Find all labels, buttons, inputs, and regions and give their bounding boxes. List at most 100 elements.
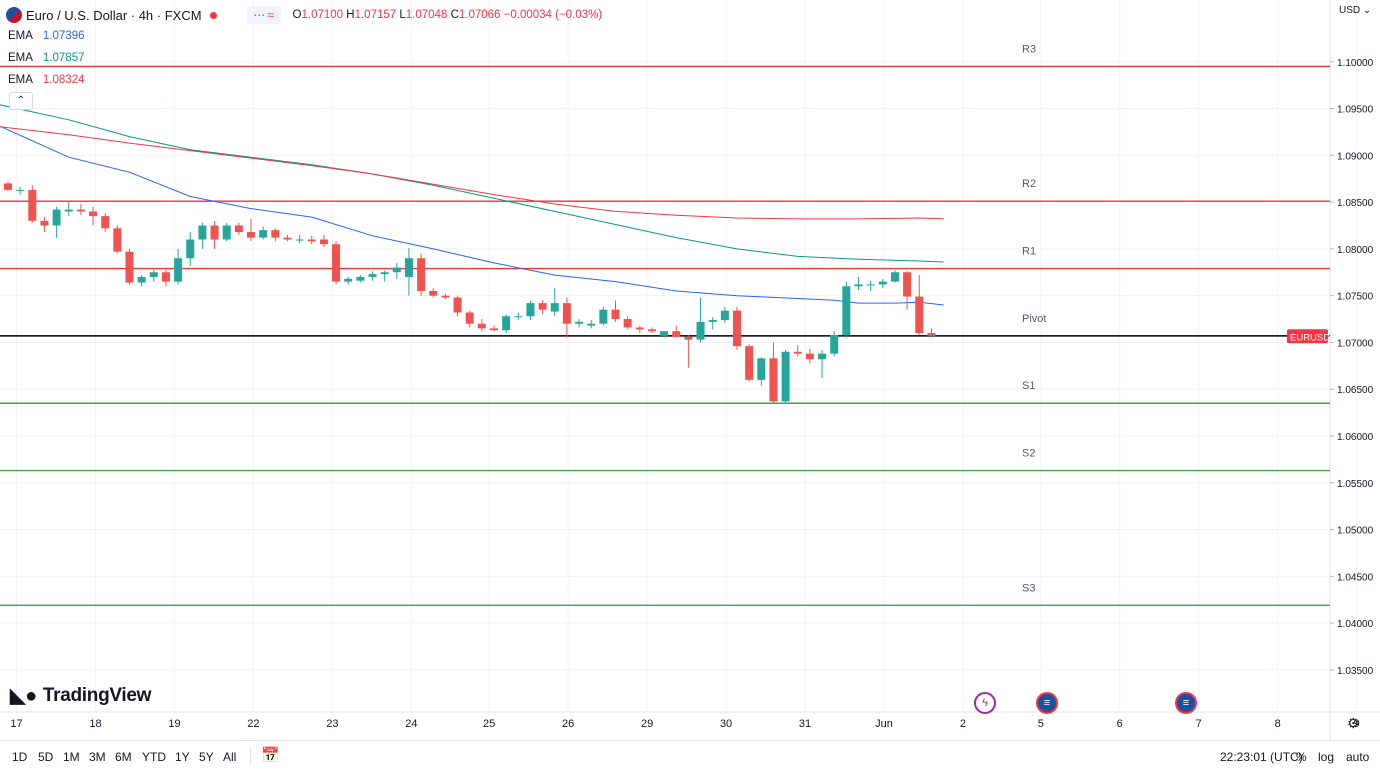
candle-body (781, 351, 790, 402)
candle-body (550, 303, 559, 312)
candle-body (878, 281, 887, 285)
candle-body (793, 351, 802, 354)
candle-body (818, 353, 827, 360)
timeframe-1m[interactable]: 1M (63, 750, 80, 764)
candle-body (356, 276, 365, 281)
timeframe-5y[interactable]: 5Y (199, 750, 214, 764)
timeframe-5d[interactable]: 5D (38, 750, 54, 764)
candle-body (927, 333, 936, 336)
collapse-legend-button[interactable]: ⌃ (9, 92, 33, 110)
candle-body (40, 220, 49, 226)
candle-body (174, 258, 183, 282)
utc-clock[interactable]: 22:23:01 (UTC) (1220, 750, 1303, 764)
candle-body (137, 276, 146, 283)
symbol-flag-icon (6, 7, 22, 23)
toolbar-divider (250, 747, 251, 765)
ema-line-1 (0, 125, 944, 306)
percent-toggle[interactable]: % (1296, 750, 1307, 764)
candle-body (915, 296, 924, 334)
ema-lines (0, 104, 944, 306)
candle-body (866, 284, 875, 286)
log-toggle[interactable]: log (1318, 750, 1335, 764)
candle-body (660, 331, 669, 336)
time-tick-label: 5 (1038, 718, 1044, 730)
candle-body (890, 272, 899, 282)
timeframe-all[interactable]: All (223, 750, 237, 764)
currency-selector[interactable]: USD ⌄ (1339, 5, 1372, 16)
level-label-s2: S2 (1022, 448, 1035, 460)
time-tick-label: 18 (89, 718, 101, 730)
candle-body (368, 274, 377, 277)
settings-gear-icon[interactable]: ⚙ (1347, 715, 1360, 731)
price-tick-label: 1.05500 (1337, 479, 1374, 490)
compare-button[interactable]: ⋯ ≈ (246, 6, 281, 24)
ema-legend-1[interactable]: EMA 1.07396 (8, 30, 85, 42)
price-tick-label: 1.03500 (1337, 666, 1374, 677)
price-tick-label: 1.06500 (1337, 385, 1374, 396)
candle-body (271, 230, 280, 238)
level-label-pivot: Pivot (1022, 313, 1046, 325)
candle-body (28, 189, 37, 221)
candle-body (733, 310, 741, 347)
price-tick-label: 1.04500 (1337, 572, 1374, 583)
candle-body (538, 303, 547, 310)
candle-body (234, 225, 243, 233)
time-axis: 17 18 19 22 23 24 25 26 29 30 31 Jun 2 5 6 7 8 9 (10, 718, 1359, 730)
time-tick-label: 24 (405, 718, 417, 730)
time-tick-label: 19 (168, 718, 180, 730)
candle-body (477, 323, 486, 329)
time-tick-label: 2 (960, 718, 966, 730)
time-tick-label: 25 (483, 718, 495, 730)
ohlc-values: O1.07100 H1.07157 L1.07048 C1.07066 −0.0… (292, 9, 603, 21)
price-tick-label: 1.08500 (1337, 198, 1374, 209)
time-tick-label: 29 (641, 718, 653, 730)
price-tick-label: 1.09000 (1337, 151, 1374, 162)
candle-body (757, 358, 766, 380)
ema-legend-3[interactable]: EMA 1.08324 (8, 74, 85, 86)
timeframe-1y[interactable]: 1Y (175, 750, 190, 764)
candle-body (587, 323, 596, 326)
candle-body (283, 237, 292, 240)
us-flag-event-icon[interactable]: ≡ (1175, 692, 1197, 714)
candle-body (319, 239, 328, 245)
current-price-tag-label: EURUSD (1290, 332, 1330, 343)
candle-body (745, 346, 754, 380)
time-tick-label: Jun (875, 718, 893, 730)
time-tick-label: 6 (1117, 718, 1123, 730)
candle-body (769, 358, 778, 402)
candle-body (210, 225, 219, 240)
candle-body (307, 239, 316, 242)
ema-line-3 (0, 126, 944, 220)
candle-body (684, 336, 693, 340)
ema-legend-2[interactable]: EMA 1.07857 (8, 52, 85, 64)
market-status-icon (209, 11, 217, 19)
time-tick-label: 7 (1196, 718, 1202, 730)
calendar-icon[interactable]: 📅 (261, 747, 280, 764)
dividend-event-icon[interactable]: ϟ (974, 692, 996, 714)
candle-body (76, 209, 85, 212)
candle-body (404, 258, 413, 277)
level-label-s1: S1 (1022, 380, 1035, 392)
timeframe-1d[interactable]: 1D (12, 750, 28, 764)
candle-body (52, 209, 61, 226)
candle-body (599, 309, 608, 324)
timeframe-ytd[interactable]: YTD (142, 750, 166, 764)
timeframe-6m[interactable]: 6M (115, 750, 132, 764)
candle-body (101, 216, 110, 229)
time-tick-label: 9 (1354, 718, 1360, 730)
candle-body (647, 329, 656, 332)
timeframe-3m[interactable]: 3M (89, 750, 106, 764)
symbol-title[interactable]: Euro / U.S. Dollar · 4h · FXCM (26, 7, 202, 23)
candle-body (465, 312, 474, 324)
auto-toggle[interactable]: auto (1346, 750, 1370, 764)
time-tick-label: 22 (247, 718, 259, 730)
price-axis: 1.10000 1.09500 1.09000 1.08500 1.08000 1.075… (1287, 58, 1374, 677)
candle-body (344, 278, 353, 282)
us-flag-event-icon[interactable]: ≡ (1036, 692, 1058, 714)
candle-body (562, 303, 571, 324)
candle-body (149, 272, 158, 277)
candle-body (417, 258, 426, 291)
candle-body (4, 183, 12, 190)
price-tick-label: 1.05000 (1337, 526, 1374, 537)
